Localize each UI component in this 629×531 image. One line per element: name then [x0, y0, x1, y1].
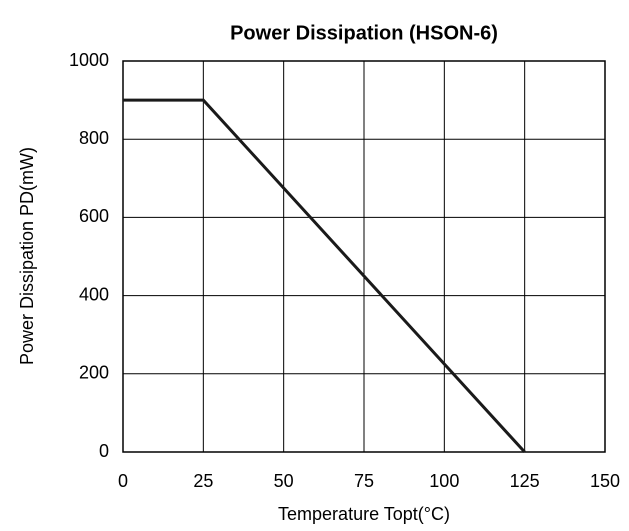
x-tick-label: 100 — [429, 471, 459, 491]
y-tick-label: 400 — [79, 284, 109, 304]
plot-frame — [122, 60, 606, 453]
y-axis-label: Power Dissipation PD(mW) — [17, 147, 37, 365]
y-tick-label: 800 — [79, 128, 109, 148]
x-tick-label: 0 — [118, 471, 128, 491]
x-tick-label: 25 — [193, 471, 213, 491]
y-tick-label: 600 — [79, 206, 109, 226]
x-tick-label: 50 — [274, 471, 294, 491]
y-tick-label: 1000 — [69, 50, 109, 70]
chart-title: Power Dissipation (HSON-6) — [230, 22, 498, 44]
data-line — [123, 98, 526, 454]
x-axis-label: Temperature Topt(°C) — [278, 504, 450, 524]
y-tick-label: 0 — [99, 441, 109, 461]
x-tick-label: 150 — [590, 471, 620, 491]
x-tick-label: 75 — [354, 471, 374, 491]
y-tick-label: 200 — [79, 363, 109, 383]
x-tick-label: 125 — [510, 471, 540, 491]
